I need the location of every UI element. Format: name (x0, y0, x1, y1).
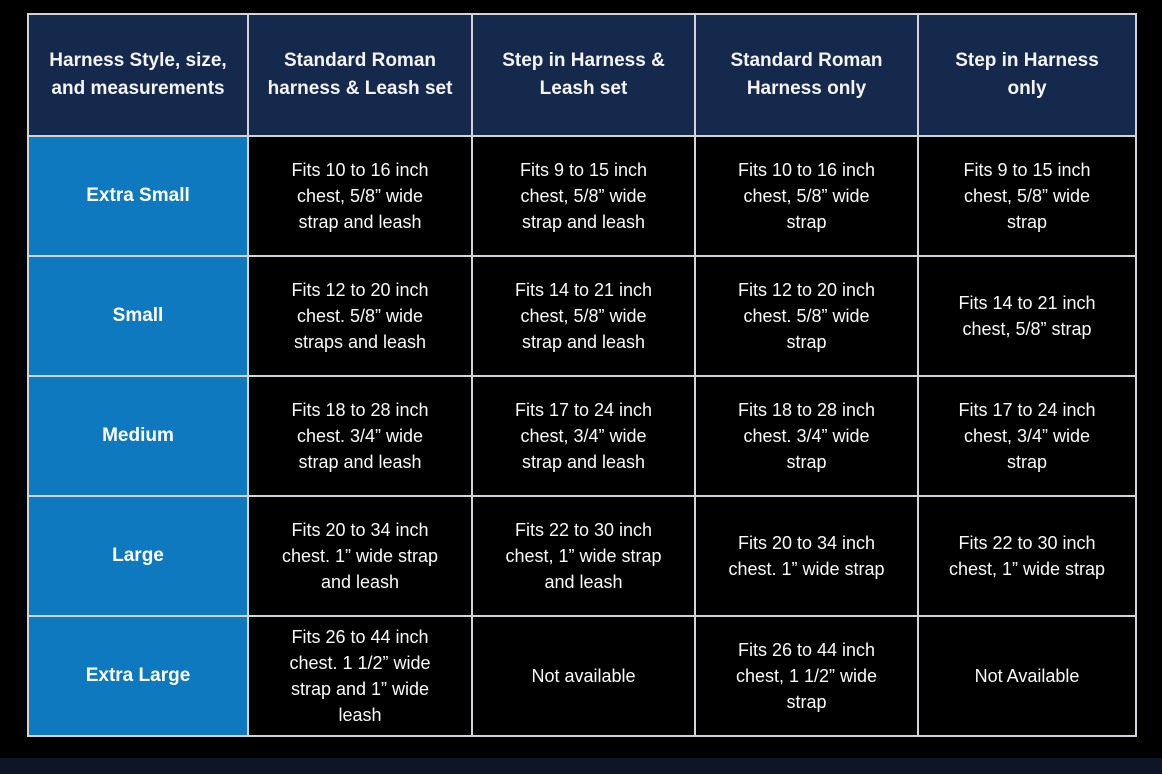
row-label-medium: Medium (27, 375, 249, 497)
spec-cell: Not Available (917, 615, 1137, 737)
spec-cell: Fits 17 to 24 inch chest, 3/4” wide stra… (917, 375, 1137, 497)
spec-cell: Fits 14 to 21 inch chest, 5/8” wide stra… (471, 255, 696, 377)
spec-cell: Fits 22 to 30 inch chest, 1” wide strap (917, 495, 1137, 617)
table-row-extra-small: Extra Small Fits 10 to 16 inch chest, 5/… (27, 135, 1137, 257)
bottom-accent-bar (0, 758, 1162, 774)
spec-cell: Fits 14 to 21 inch chest, 5/8” strap (917, 255, 1137, 377)
spec-cell: Fits 10 to 16 inch chest, 5/8” wide stra… (247, 135, 473, 257)
spec-cell: Fits 20 to 34 inch chest. 1” wide strap … (247, 495, 473, 617)
row-label-large: Large (27, 495, 249, 617)
spec-cell: Fits 12 to 20 inch chest. 5/8” wide stra… (247, 255, 473, 377)
spec-cell: Fits 9 to 15 inch chest, 5/8” wide strap (917, 135, 1137, 257)
table-row-extra-large: Extra Large Fits 26 to 44 inch chest. 1 … (27, 615, 1137, 737)
row-label-extra-small: Extra Small (27, 135, 249, 257)
col-header-step-in-leash-set: Step in Harness & Leash set (471, 13, 696, 137)
spec-cell: Fits 9 to 15 inch chest, 5/8” wide strap… (471, 135, 696, 257)
spec-cell: Fits 17 to 24 inch chest, 3/4” wide stra… (471, 375, 696, 497)
col-header-style-size-measurements: Harness Style, size, and measurements (27, 13, 249, 137)
spec-cell: Not available (471, 615, 696, 737)
table-row-small: Small Fits 12 to 20 inch chest. 5/8” wid… (27, 255, 1137, 377)
spec-cell: Fits 26 to 44 inch chest, 1 1/2” wide st… (694, 615, 919, 737)
spec-cell: Fits 10 to 16 inch chest, 5/8” wide stra… (694, 135, 919, 257)
table-row-large: Large Fits 20 to 34 inch chest. 1” wide … (27, 495, 1137, 617)
table-row-medium: Medium Fits 18 to 28 inch chest. 3/4” wi… (27, 375, 1137, 497)
row-label-extra-large: Extra Large (27, 615, 249, 737)
spec-cell: Fits 12 to 20 inch chest. 5/8” wide stra… (694, 255, 919, 377)
spec-cell: Fits 22 to 30 inch chest, 1” wide strap … (471, 495, 696, 617)
spec-cell: Fits 18 to 28 inch chest. 3/4” wide stra… (694, 375, 919, 497)
spec-cell: Fits 26 to 44 inch chest. 1 1/2” wide st… (247, 615, 473, 737)
col-header-step-in-only: Step in Harness only (917, 13, 1137, 137)
spec-cell: Fits 18 to 28 inch chest. 3/4” wide stra… (247, 375, 473, 497)
size-chart-table: Harness Style, size, and measurements St… (27, 13, 1137, 737)
col-header-standard-roman-leash-set: Standard Roman harness & Leash set (247, 13, 473, 137)
col-header-standard-roman-only: Standard Roman Harness only (694, 13, 919, 137)
row-label-small: Small (27, 255, 249, 377)
table-header-row: Harness Style, size, and measurements St… (27, 13, 1137, 137)
spec-cell: Fits 20 to 34 inch chest. 1” wide strap (694, 495, 919, 617)
